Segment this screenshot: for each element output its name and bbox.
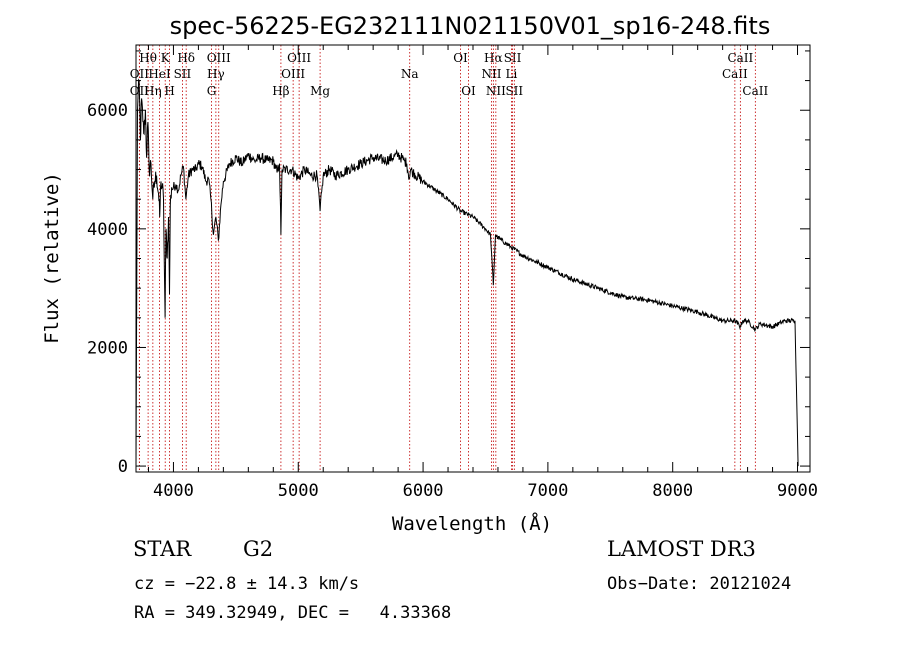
line-marker-label-19: Hα [484, 51, 503, 65]
line-marker-label-7: SII [174, 67, 192, 81]
object-subclass: G2 [243, 537, 274, 561]
line-marker-label-18: OI [461, 84, 476, 98]
redshift-text: cz = −22.8 ± 14.3 km/s [134, 574, 360, 594]
chart-title: spec-56225-EG232111N021150V01_sp16-248.f… [170, 12, 771, 40]
line-marker-label-21: NII [486, 84, 506, 98]
line-marker-label-6: H [164, 84, 174, 98]
line-marker-label-22: SII [504, 51, 522, 65]
x-tick-label-5: 9000 [777, 481, 818, 501]
line-marker-label-8: Hδ [177, 51, 195, 65]
line-marker-label-25: CaII [722, 67, 748, 81]
axis-ticks: 4000 5000 6000 7000 8000 9000 0 2000 4000 6000 [87, 45, 818, 501]
x-axis-label: Wavelength (Å) [392, 512, 552, 535]
line-marker-label-12: Hβ [272, 84, 289, 98]
line-marker-label-27: CaII [742, 84, 768, 98]
line-marker-label-13: OIII [281, 67, 305, 81]
line-marker-label-10: OIII [207, 51, 231, 65]
y-tick-label-3: 6000 [87, 101, 128, 121]
x-tick-label-0: 4000 [153, 481, 194, 501]
line-marker-label-4: HeI [148, 67, 171, 81]
line-marker-label-5: K [161, 51, 171, 65]
line-marker-label-15: Mg [310, 84, 330, 98]
survey-name: LAMOST DR3 [607, 537, 756, 561]
line-marker-label-20: NII [481, 67, 501, 81]
y-tick-label-1: 2000 [87, 338, 128, 358]
object-type: STAR [133, 537, 192, 561]
x-tick-label-1: 5000 [278, 481, 319, 501]
line-marker-label-23: SII [505, 84, 523, 98]
line-marker-label-3: Hη [144, 84, 162, 98]
line-marker-label-16: Na [401, 67, 419, 81]
y-axis-label: Flux (relative) [41, 172, 63, 344]
plot-frame [135, 44, 811, 473]
y-tick-label-0: 0 [118, 457, 128, 477]
x-tick-label-2: 6000 [403, 481, 444, 501]
line-marker-label-26: CaII [727, 51, 753, 65]
line-marker-label-24: Li [506, 67, 518, 81]
y-tick-label-2: 4000 [87, 220, 128, 240]
line-marker-label-17: OI [453, 51, 468, 65]
coordinates: RA = 349.32949, DEC = 4.33368 [134, 603, 452, 623]
line-marker-label-9: Hγ [207, 67, 225, 81]
line-marker-label-11: G [207, 84, 217, 98]
obs-date: Obs−Date: 20121024 [607, 574, 792, 594]
x-tick-label-4: 8000 [652, 481, 693, 501]
line-marker-label-14: OIII [287, 51, 311, 65]
line-marker-label-1: Hθ [139, 51, 157, 65]
x-tick-label-3: 7000 [527, 481, 568, 501]
spectrum-line [135, 78, 799, 467]
